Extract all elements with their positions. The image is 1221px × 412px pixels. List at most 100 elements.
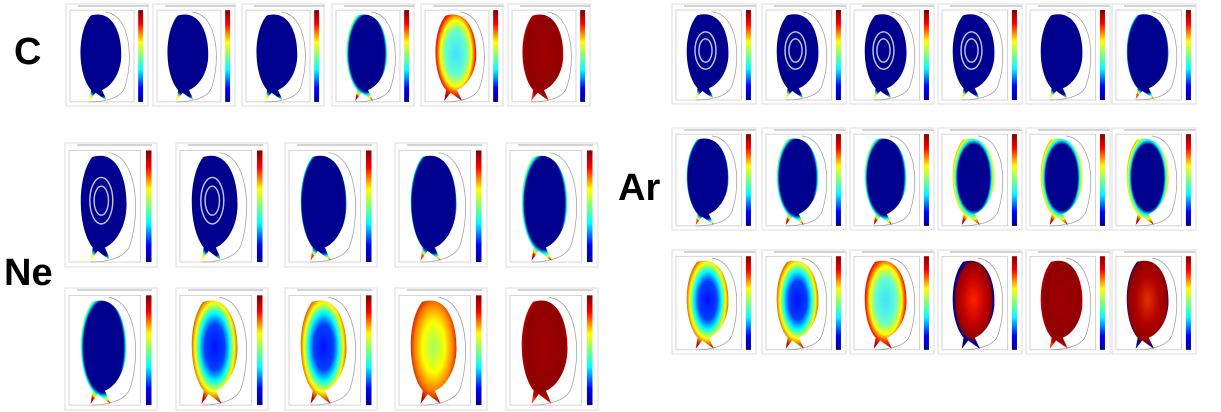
- plasma-profile: [346, 14, 388, 102]
- flux-ring: [200, 176, 225, 225]
- plasma-panel: [507, 3, 591, 107]
- vessel-contour: [444, 11, 485, 103]
- vessel-contour: [1135, 257, 1178, 351]
- colorbar: [745, 256, 751, 350]
- plasma-profile: [80, 14, 122, 102]
- plasma-panel: [937, 249, 1023, 355]
- axes-box: [509, 295, 583, 406]
- colorbar: [580, 10, 586, 102]
- plasma-panel: [420, 3, 504, 107]
- axes-box: [853, 255, 920, 351]
- flux-ring: [694, 31, 717, 70]
- plasma-profile: [191, 155, 238, 261]
- axes-box: [424, 9, 490, 103]
- vessel-contour: [176, 11, 217, 103]
- vessel-contour: [1135, 135, 1178, 227]
- flux-ring: [784, 31, 807, 70]
- plasma-profile: [952, 14, 995, 100]
- colorbar: [923, 256, 929, 350]
- plasma-panel: [1025, 127, 1111, 231]
- vessel-contour: [961, 11, 1004, 101]
- colorbar: [475, 295, 482, 406]
- species-label: Ne: [4, 252, 53, 294]
- axes-box: [1029, 9, 1096, 101]
- plasma-profile: [410, 300, 457, 404]
- flux-ring: [698, 38, 713, 63]
- plasma-profile: [776, 14, 819, 100]
- plasma-panel: [331, 3, 415, 107]
- colorbar: [835, 134, 841, 226]
- axes-box: [288, 150, 362, 263]
- plasma-profile: [80, 300, 127, 404]
- plasma-profile: [686, 14, 729, 100]
- colorbar: [145, 295, 152, 406]
- species-label: Ar: [618, 167, 660, 209]
- axes-box: [853, 133, 920, 227]
- colorbar: [586, 295, 593, 406]
- plasma-panel: [505, 142, 599, 268]
- axes-box: [675, 133, 742, 227]
- axes-box: [941, 9, 1008, 101]
- plasma-profile: [410, 155, 457, 261]
- colorbar: [923, 10, 929, 100]
- plasma-profile: [1126, 14, 1169, 100]
- vessel-contour: [1049, 135, 1092, 227]
- plasma-profile: [80, 155, 127, 261]
- axes-box: [941, 255, 1008, 351]
- plasma-panel: [65, 3, 149, 107]
- flux-ring: [876, 38, 891, 63]
- plasma-profile: [952, 138, 995, 225]
- vessel-contour: [873, 135, 916, 227]
- axes-box: [288, 295, 362, 406]
- axes-box: [1115, 255, 1182, 351]
- flux-ring: [960, 31, 983, 70]
- colorbar: [1011, 134, 1017, 226]
- plasma-profile: [1040, 138, 1083, 225]
- plasma-profile: [864, 138, 907, 225]
- vessel-contour: [785, 11, 828, 101]
- axes-box: [1029, 133, 1096, 227]
- axes-box: [675, 255, 742, 351]
- vessel-contour: [90, 152, 136, 263]
- axes-box: [509, 150, 583, 263]
- colorbar: [256, 295, 263, 406]
- plasma-panel: [152, 3, 236, 107]
- plasma-panel: [1025, 3, 1111, 105]
- plasma-profile: [776, 260, 819, 349]
- vessel-contour: [420, 297, 466, 406]
- axes-box: [941, 133, 1008, 227]
- flux-ring: [964, 38, 979, 63]
- colorbar: [1185, 10, 1191, 100]
- colorbar: [745, 10, 751, 100]
- plasma-panel: [284, 287, 378, 411]
- plasma-profile: [435, 14, 477, 102]
- vessel-contour: [355, 11, 396, 103]
- vessel-contour: [695, 135, 738, 227]
- plasma-profile: [1040, 260, 1083, 349]
- vessel-contour: [1135, 11, 1178, 101]
- axes-box: [335, 9, 401, 103]
- plasma-panel: [671, 127, 757, 231]
- plasma-panel: [1025, 249, 1111, 355]
- plasma-panel: [505, 287, 599, 411]
- colorbar: [1099, 10, 1105, 100]
- plasma-profile: [191, 300, 238, 404]
- plasma-panel: [284, 142, 378, 268]
- vessel-contour: [961, 135, 1004, 227]
- vessel-contour: [89, 11, 130, 103]
- vessel-contour: [310, 152, 356, 263]
- vessel-contour: [201, 297, 247, 406]
- plasma-profile: [1126, 260, 1169, 349]
- axes-box: [853, 9, 920, 101]
- colorbar: [365, 295, 372, 406]
- vessel-contour: [785, 257, 828, 351]
- plasma-profile: [686, 260, 729, 349]
- plasma-panel: [64, 142, 158, 268]
- vessel-contour: [1049, 257, 1092, 351]
- plasma-profile: [952, 260, 995, 349]
- plasma-panel: [1111, 3, 1197, 105]
- colorbar: [923, 134, 929, 226]
- plasma-panel: [849, 249, 935, 355]
- axes-box: [398, 150, 472, 263]
